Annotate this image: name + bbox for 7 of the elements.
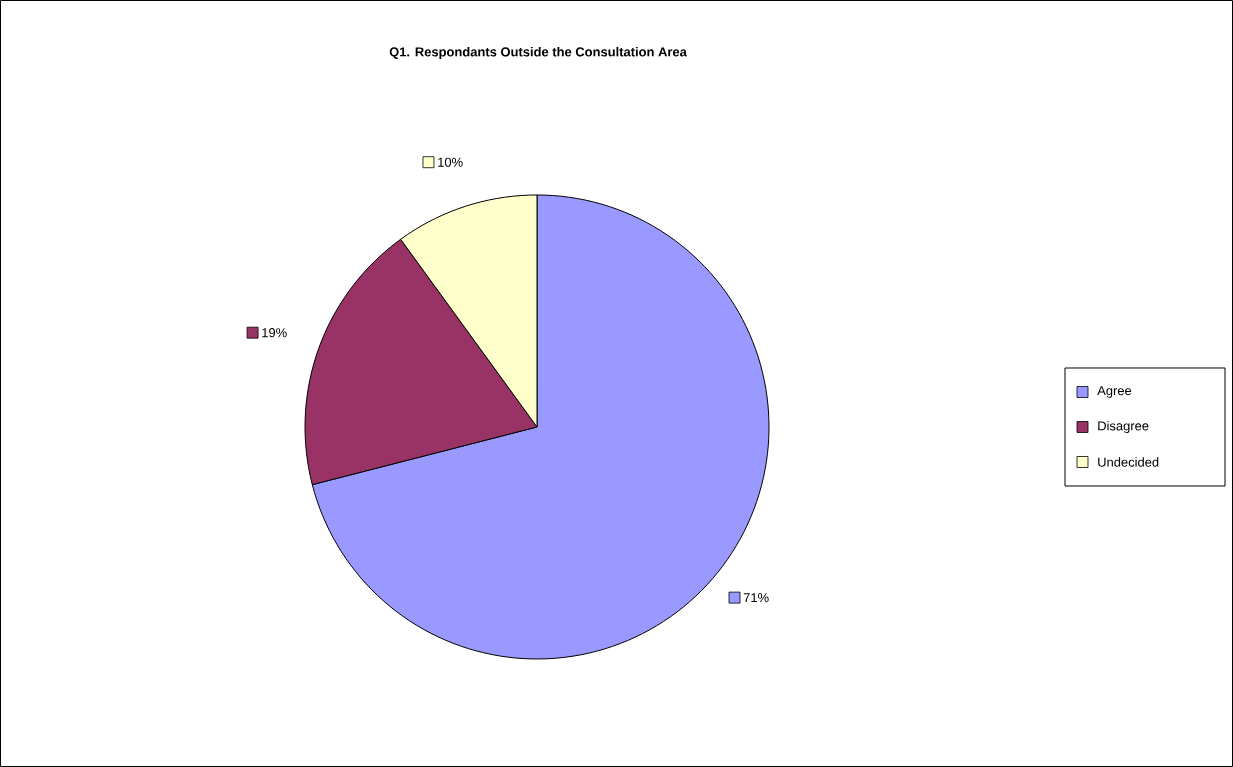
legend-label: Disagree bbox=[1098, 420, 1149, 434]
legend-label: Agree bbox=[1097, 386, 1132, 398]
data-label: 71% bbox=[743, 593, 769, 603]
legend-label: Undecided bbox=[1098, 457, 1159, 467]
data-label: 19% bbox=[262, 328, 287, 338]
data-label: 10% bbox=[438, 157, 463, 167]
chart-title: Q1. Respondants Outside the Consultation Area bbox=[389, 46, 687, 60]
